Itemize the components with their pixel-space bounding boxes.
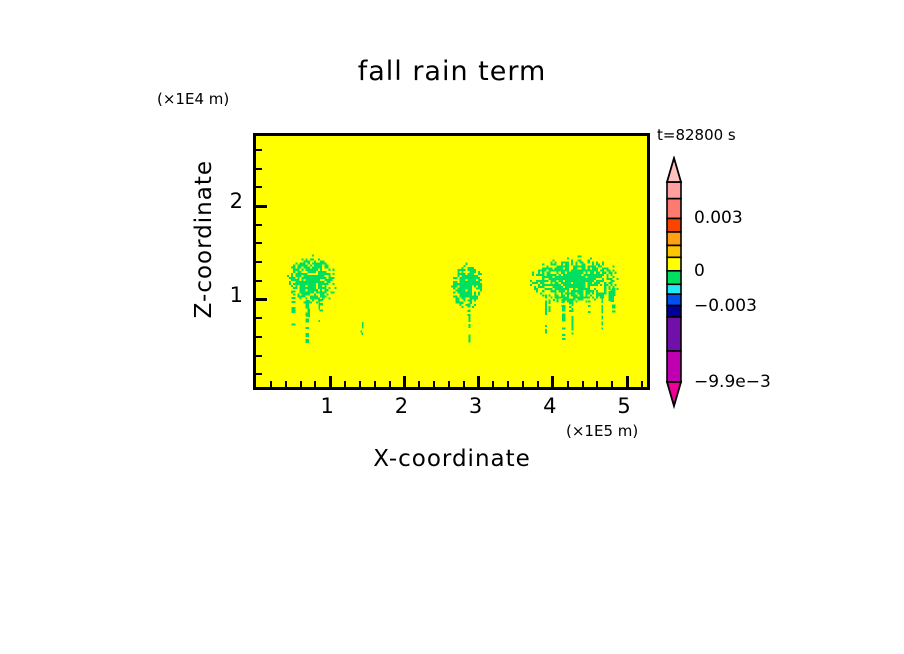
x-tick-minor	[492, 381, 495, 387]
x-tick-minor	[640, 381, 643, 387]
y-tick-minor	[256, 317, 262, 320]
y-tick-label: 2	[229, 189, 243, 214]
x-tick-minor	[418, 381, 421, 387]
y-tick-minor	[256, 373, 262, 376]
colorbar-band	[666, 231, 682, 247]
x-tick-label: 2	[394, 394, 409, 418]
x-tick-label: 4	[543, 394, 557, 418]
y-tick-minor	[256, 354, 262, 357]
colorbar-band	[666, 283, 682, 295]
colorbar[interactable]	[660, 156, 688, 410]
x-axis-title: X-coordinate	[373, 446, 531, 472]
x-tick-minor	[447, 381, 450, 387]
colorbar-band	[666, 181, 682, 200]
x-tick-minor	[299, 381, 302, 387]
colorbar-band	[666, 197, 682, 220]
x-tick-minor	[536, 381, 539, 387]
colorbar-band	[666, 293, 682, 307]
x-tick-major	[402, 376, 406, 387]
colorbar-tick-label: −9.9e−3	[694, 372, 771, 392]
x-tick-minor	[507, 381, 510, 387]
x-tick-label: 1	[320, 394, 334, 418]
y-tick-major	[256, 298, 267, 302]
x-tick-minor	[596, 381, 599, 387]
y-tick-minor	[256, 149, 262, 152]
colorbar-gradient	[665, 156, 683, 410]
x-tick-major	[551, 376, 555, 387]
x-axis-unit-label: (×1E5 m)	[566, 422, 639, 440]
y-tick-minor	[256, 261, 262, 264]
colorbar-tick-label: 0.003	[694, 208, 743, 229]
colorbar-band	[666, 350, 682, 383]
x-tick-minor	[433, 381, 436, 387]
colorbar-band	[666, 256, 682, 272]
x-tick-major	[328, 376, 332, 387]
x-tick-minor	[611, 381, 614, 387]
x-tick-label: 5	[617, 394, 631, 418]
colorbar-top-arrow	[665, 156, 683, 183]
x-tick-minor	[269, 381, 272, 387]
x-tick-major	[625, 376, 629, 387]
y-axis-unit-label: (×1E4 m)	[157, 90, 230, 108]
x-tick-minor	[462, 381, 465, 387]
plot-area[interactable]	[253, 133, 650, 390]
scalar-field-image	[287, 254, 619, 344]
y-tick-minor	[256, 279, 262, 282]
colorbar-band	[666, 270, 682, 286]
y-tick-minor	[256, 335, 262, 338]
y-tick-minor	[256, 242, 262, 245]
y-tick-minor	[256, 186, 262, 189]
x-tick-minor	[373, 381, 376, 387]
colorbar-tick-label: −0.003	[694, 295, 757, 316]
x-tick-major	[477, 376, 481, 387]
x-tick-minor	[566, 381, 569, 387]
colorbar-bottom-arrow	[665, 381, 683, 410]
colorbar-band	[666, 316, 682, 352]
timestamp-label: t=82800 s	[657, 126, 736, 144]
x-tick-label: 3	[468, 394, 483, 418]
page-title: fall rain term	[357, 56, 547, 87]
colorbar-band	[666, 304, 682, 318]
x-tick-minor	[522, 381, 525, 387]
colorbar-tick-label: 0	[694, 260, 705, 281]
x-tick-minor	[388, 381, 391, 387]
y-tick-minor	[256, 223, 262, 226]
y-tick-minor	[256, 167, 262, 170]
x-tick-minor	[581, 381, 584, 387]
colorbar-band	[666, 244, 682, 259]
y-tick-major	[256, 204, 267, 208]
colorbar-band	[666, 217, 682, 233]
x-tick-minor	[344, 381, 347, 387]
y-tick-label: 1	[229, 282, 243, 307]
x-tick-minor	[314, 381, 317, 387]
x-tick-minor	[358, 381, 361, 387]
x-tick-minor	[284, 381, 287, 387]
